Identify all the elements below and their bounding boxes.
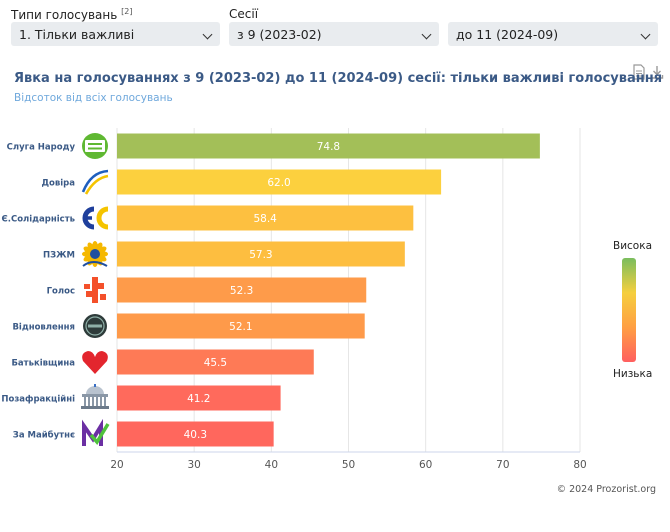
party-logos [81, 133, 110, 446]
category-label: За Майбутнє [13, 430, 75, 441]
chart-title: Явка на голосуваннях з 9 (2023-02) до 11… [14, 71, 663, 86]
legend-high-label: Висока [613, 240, 653, 252]
dovira-logo [81, 169, 109, 195]
category-label: Батьківщина [11, 358, 75, 369]
category-label: Позафракційні [1, 394, 75, 405]
category-label: Є.Солідарність [2, 214, 76, 225]
batkivshchyna-logo [82, 351, 108, 374]
bar-value-label: 57.3 [249, 249, 272, 261]
bar[interactable] [117, 205, 414, 231]
category-labels: Слуга Народу Довіра Є.Солідарність ПЗЖМ Голо… [1, 143, 75, 441]
bar[interactable] [117, 385, 281, 411]
za-maibutnie-logo [82, 418, 110, 446]
bar-value-label: 45.5 [204, 357, 227, 369]
x-tick-label: 30 [187, 459, 200, 471]
legend-low-label: Низька [613, 368, 653, 380]
vote-type-label: Типи голосувань [2] [11, 7, 133, 22]
opzzh-logo [82, 241, 108, 267]
vote-type-select[interactable]: 1. Тільки важливі [11, 22, 220, 46]
sessions-label: Сесії [229, 7, 259, 21]
bar[interactable] [117, 421, 274, 447]
bar[interactable] [117, 133, 540, 159]
servant-of-people-logo [82, 133, 108, 159]
vidnovlennia-logo [83, 314, 107, 338]
copyright: © 2024 Prozorist.org [556, 484, 656, 495]
golos-logo [84, 277, 106, 303]
bar[interactable] [117, 169, 442, 195]
x-axis-ticks: 20 30 40 50 60 70 80 [110, 451, 587, 471]
bar[interactable] [117, 277, 367, 303]
bar[interactable] [117, 313, 365, 339]
bar[interactable] [117, 349, 314, 375]
chart-subtitle: Відсоток від всіх голосувань [14, 92, 173, 104]
color-scale-legend [622, 258, 636, 362]
vote-type-value: 1. Тільки важливі [19, 27, 135, 42]
category-label: Голос [47, 287, 75, 297]
bar-value-label: 52.1 [229, 321, 252, 333]
category-label: ПЗЖМ [43, 251, 75, 261]
x-tick-label: 70 [496, 459, 509, 471]
vote-type-note[interactable]: [2] [121, 7, 133, 16]
category-label: Слуга Народу [7, 143, 76, 153]
x-tick-label: 20 [110, 459, 123, 471]
bar-value-label: 40.3 [184, 429, 207, 441]
x-tick-label: 50 [342, 459, 355, 471]
x-tick-label: 60 [419, 459, 432, 471]
european-solidarity-logo [82, 206, 109, 230]
download-icon[interactable] [650, 64, 664, 80]
bar[interactable] [117, 241, 405, 267]
document-icon[interactable] [632, 64, 646, 80]
bars: 74.8 62.0 58.4 57.3 52.3 52.1 45.5 41.2 40.3 [117, 133, 540, 447]
bar-value-label: 52.3 [230, 285, 253, 297]
x-tick-label: 40 [265, 459, 278, 471]
category-label: Довіра [41, 178, 75, 189]
bar-value-label: 74.8 [317, 141, 340, 153]
x-tick-label: 80 [573, 459, 586, 471]
bar-value-label: 41.2 [187, 393, 210, 405]
session-from-value: з 9 (2023-02) [237, 27, 322, 42]
session-to-value: до 11 (2024-09) [456, 27, 559, 42]
category-label: Відновлення [12, 322, 75, 333]
bar-value-label: 62.0 [267, 177, 290, 189]
session-to-select[interactable]: до 11 (2024-09) [448, 22, 658, 46]
bar-value-label: 58.4 [253, 213, 277, 225]
parliament-building-icon [81, 384, 109, 409]
session-from-select[interactable]: з 9 (2023-02) [229, 22, 439, 46]
